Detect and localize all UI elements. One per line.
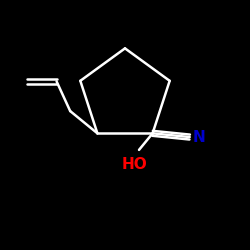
Text: N: N [193,130,205,144]
Text: HO: HO [121,157,147,172]
